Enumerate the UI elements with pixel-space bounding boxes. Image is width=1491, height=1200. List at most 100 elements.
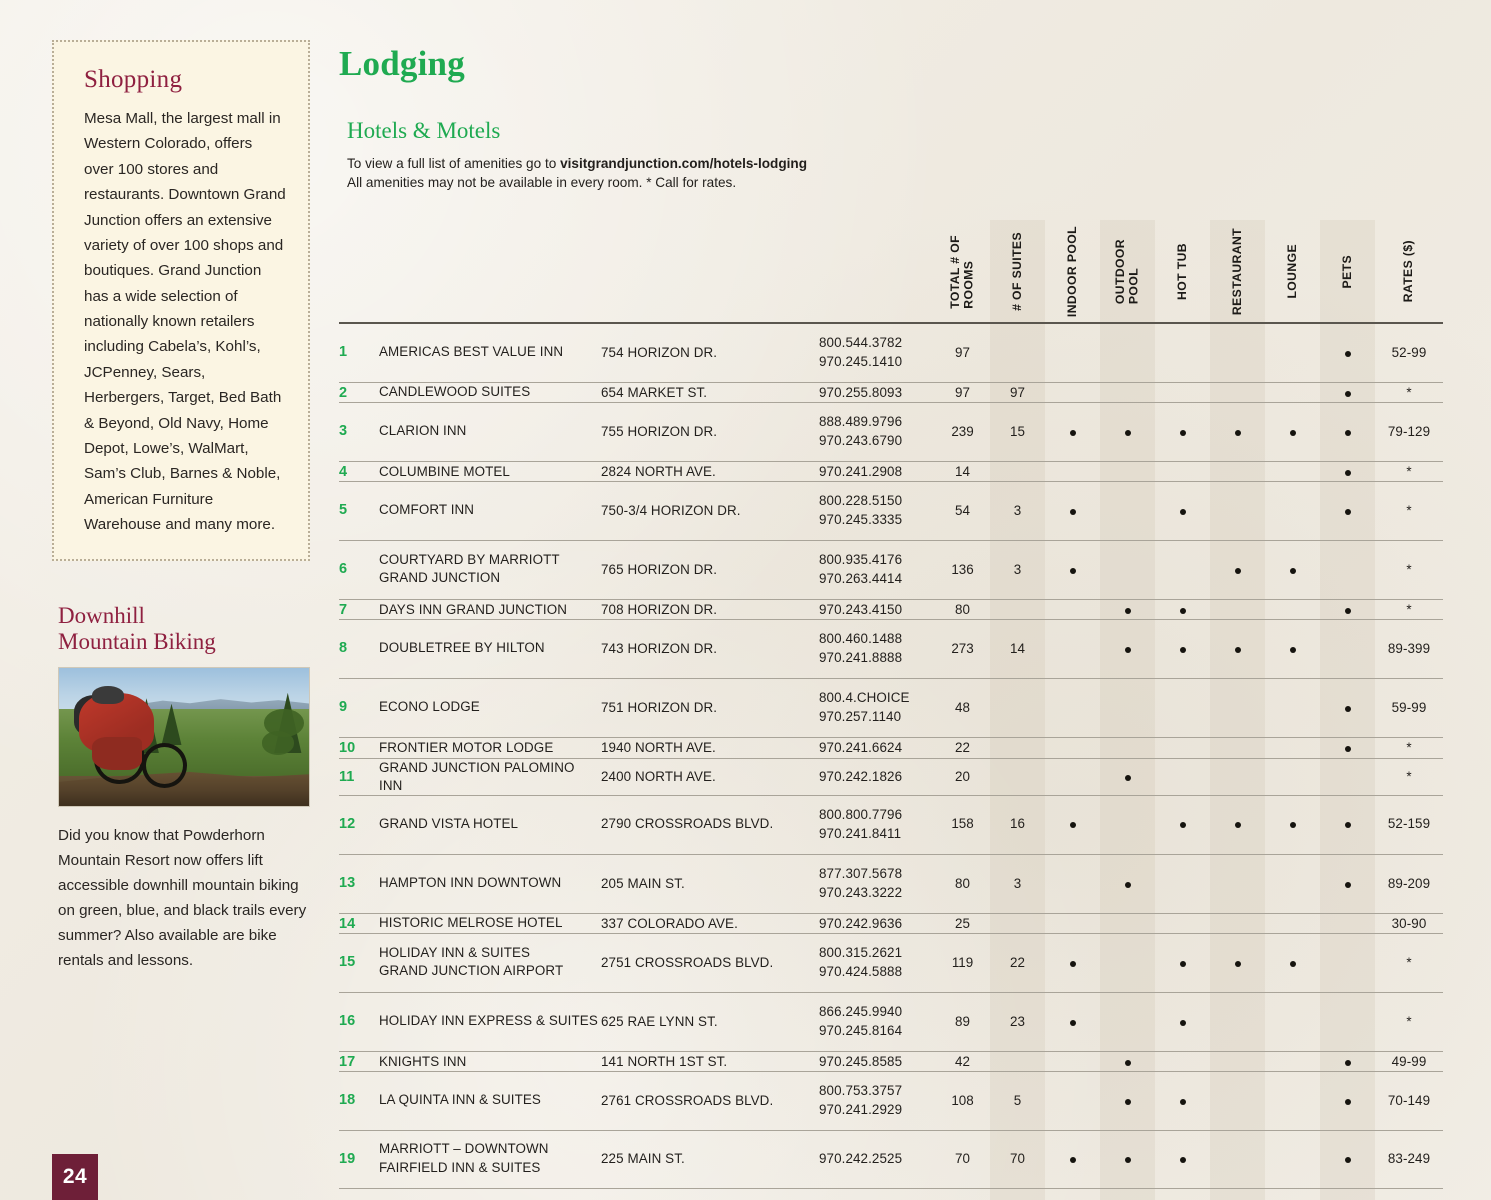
cell-hot-tub xyxy=(1155,1188,1210,1200)
amenity-dot-pets xyxy=(1344,1157,1351,1164)
cell-lounge xyxy=(1265,913,1320,935)
cell-outdoor-pool xyxy=(1100,795,1155,856)
cell-pets xyxy=(1320,913,1375,935)
cell-suites: 14 xyxy=(990,619,1045,680)
cell-total-rooms: 89 xyxy=(935,992,990,1053)
cell-rates: * xyxy=(1375,737,1443,759)
cell-indoor-pool xyxy=(1045,678,1100,739)
table-row: 6 COURTYARD BY MARRIOTT GRAND JUNCTION 765… xyxy=(339,540,1443,601)
property-phone: 970.424.5777 xyxy=(819,1188,935,1200)
amenity-dot-lounge xyxy=(1289,960,1296,967)
property-address: 654 MARKET ST. xyxy=(601,382,819,404)
cell-total-rooms: 80 xyxy=(935,599,990,621)
amenity-dot-indoor-pool xyxy=(1069,960,1076,967)
cell-restaurant xyxy=(1210,795,1265,856)
header-rates: RATES ($) xyxy=(1375,220,1443,324)
cell-lounge xyxy=(1265,540,1320,601)
cell-restaurant xyxy=(1210,1130,1265,1189)
property-phone: 800.315.2621 970.424.5888 xyxy=(819,933,935,994)
property-name: COMFORT INN xyxy=(379,481,601,542)
cell-outdoor-pool xyxy=(1100,913,1155,935)
cell-indoor-pool xyxy=(1045,854,1100,915)
amenities-note-line2: All amenities may not be available in ev… xyxy=(347,175,737,191)
property-address: 2824 NORTH AVE. xyxy=(601,461,819,483)
cell-restaurant xyxy=(1210,933,1265,994)
amenity-dot-indoor-pool xyxy=(1069,508,1076,515)
cell-total-rooms: 70 xyxy=(935,1130,990,1189)
cell-hot-tub xyxy=(1155,854,1210,915)
amenity-dot-pets xyxy=(1344,429,1351,436)
property-address: 2761 CROSSROADS BLVD. xyxy=(601,1071,819,1132)
amenity-dot-indoor-pool xyxy=(1069,822,1076,829)
cell-outdoor-pool xyxy=(1100,737,1155,759)
row-number: 3 xyxy=(339,402,379,463)
cell-restaurant xyxy=(1210,481,1265,542)
cell-rates: * xyxy=(1375,461,1443,483)
cell-rates: 99-199 xyxy=(1375,1188,1443,1200)
cell-indoor-pool xyxy=(1045,737,1100,759)
amenity-dot-pets xyxy=(1344,746,1351,753)
row-number: 6 xyxy=(339,540,379,601)
cell-pets xyxy=(1320,599,1375,621)
amenities-url-link[interactable]: visitgrandjunction.com/hotels-lodging xyxy=(560,156,808,171)
header-label-outdoor-pool: OUTDOOR POOL xyxy=(1112,238,1141,305)
cell-pets xyxy=(1320,402,1375,463)
cell-suites: 15 xyxy=(990,402,1045,463)
property-address: 743 HORIZON DR. xyxy=(601,619,819,680)
table-row: 7 DAYS INN GRAND JUNCTION 708 HORIZON DR. 9… xyxy=(339,599,1443,621)
cell-suites xyxy=(990,599,1045,621)
cell-outdoor-pool xyxy=(1100,1188,1155,1200)
property-phone: 800.935.4176 970.263.4414 xyxy=(819,540,935,601)
cell-indoor-pool xyxy=(1045,382,1100,404)
cell-pets xyxy=(1320,323,1375,384)
cell-hot-tub xyxy=(1155,992,1210,1053)
cell-lounge xyxy=(1265,599,1320,621)
cell-outdoor-pool xyxy=(1100,1051,1155,1073)
cell-indoor-pool xyxy=(1045,540,1100,601)
property-phone: 800.228.5150 970.245.3335 xyxy=(819,481,935,542)
page-title: Lodging xyxy=(339,44,465,83)
cell-lounge xyxy=(1265,678,1320,739)
header-label-rates: RATES ($) xyxy=(1401,240,1416,303)
mountain-biker-photo xyxy=(58,666,310,807)
table-row: 8 DOUBLETREE BY HILTON 743 HORIZON DR. 800.… xyxy=(339,619,1443,680)
cell-lounge xyxy=(1265,402,1320,463)
property-name: CANDLEWOOD SUITES xyxy=(379,382,601,404)
property-name: GRAND VISTA HOTEL xyxy=(379,795,601,856)
header-label-restaurant: RESTAURANT xyxy=(1229,227,1244,316)
table-row: 5 COMFORT INN 750-3/4 HORIZON DR. 800.228.5… xyxy=(339,481,1443,542)
property-address: 225 MAIN ST. xyxy=(601,1130,819,1189)
header-indoor-pool: INDOOR POOL xyxy=(1045,220,1100,324)
cell-outdoor-pool xyxy=(1100,1130,1155,1189)
amenity-dot-pets xyxy=(1344,608,1351,615)
cell-rates: 52-99 xyxy=(1375,323,1443,384)
cell-rates: 79-129 xyxy=(1375,402,1443,463)
amenity-dot-pets xyxy=(1344,350,1351,357)
cell-total-rooms: 25 xyxy=(935,913,990,935)
cell-outdoor-pool xyxy=(1100,540,1155,601)
property-phone: 970.245.8585 xyxy=(819,1051,935,1073)
page-number-badge: 24 xyxy=(52,1154,98,1200)
cell-total-rooms: 158 xyxy=(935,795,990,856)
cell-restaurant xyxy=(1210,461,1265,483)
header-label-indoor-pool: INDOOR POOL xyxy=(1064,225,1079,318)
table-row: 12 GRAND VISTA HOTEL 2790 CROSSROADS BLVD.… xyxy=(339,795,1443,856)
downhill-biking-callout: Downhill Mountain Biking Did you know th… xyxy=(52,603,310,973)
row-number: 7 xyxy=(339,599,379,621)
table-row: 17 KNIGHTS INN 141 NORTH 1ST ST. 970.245.85… xyxy=(339,1051,1443,1073)
table-row: 10 FRONTIER MOTOR LODGE 1940 NORTH AVE. 970… xyxy=(339,737,1443,759)
cell-rates: 30-90 xyxy=(1375,913,1443,935)
amenity-dot-outdoor-pool xyxy=(1124,1098,1131,1105)
cell-indoor-pool xyxy=(1045,795,1100,856)
cell-rates: * xyxy=(1375,540,1443,601)
amenities-note-line1: To view a full list of amenities go to v… xyxy=(347,154,967,173)
amenity-dot-indoor-pool xyxy=(1069,1019,1076,1026)
property-address: 625 RAE LYNN ST. xyxy=(601,992,819,1053)
row-number: 8 xyxy=(339,619,379,680)
cell-suites: 22 xyxy=(990,933,1045,994)
cell-restaurant xyxy=(1210,382,1265,404)
table-row: 9 ECONO LODGE 751 HORIZON DR. 800.4.CHOICE … xyxy=(339,678,1443,739)
cell-indoor-pool xyxy=(1045,1130,1100,1189)
header-number xyxy=(339,220,379,324)
amenity-dot-outdoor-pool xyxy=(1124,429,1131,436)
